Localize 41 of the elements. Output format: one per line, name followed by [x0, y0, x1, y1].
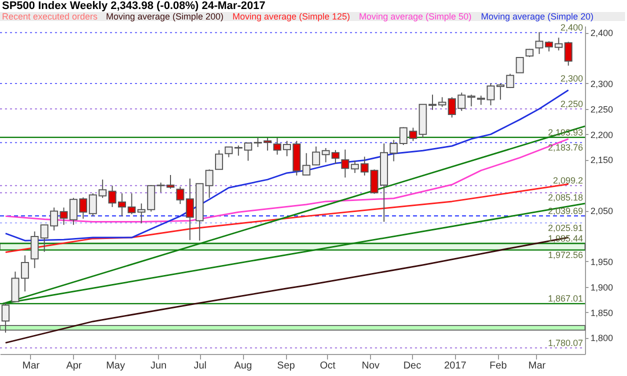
x-tick-label: Aug	[234, 360, 252, 372]
ref-line-label: 2,400	[560, 22, 583, 33]
y-tick-label: 2,200	[590, 130, 614, 140]
x-tick-label: Mar	[22, 360, 40, 372]
ref-line-label: 1,867.01	[548, 294, 583, 304]
x-tick-label: Mar	[528, 360, 546, 372]
x-tick-label: Feb	[490, 360, 508, 372]
text: Moving average (Simple 50)	[359, 12, 472, 22]
y-tick-label: 2,300	[590, 78, 614, 89]
x-tick-label: Apr	[66, 360, 82, 372]
ref-line-label: 1,780.07	[548, 338, 583, 348]
chart-title: SP500 Index Weekly 2,343.98 (-0.08%) 24-Mar-2017	[2, 0, 266, 12]
x-tick-label: May	[106, 360, 126, 372]
ref-line-label: 2,025.91	[548, 222, 583, 233]
ref-line-label: 2,250	[560, 98, 583, 109]
ref-line-label: 2,039.69	[548, 206, 583, 216]
text: Moving average (Simple 200)	[106, 12, 224, 22]
text: Recent executed orders	[2, 12, 98, 22]
y-tick-label: 2,250	[590, 104, 614, 114]
y-tick-label: 2,050	[590, 206, 614, 216]
x-tick-label: Dec	[403, 360, 422, 372]
y-tick-label: 2,150	[590, 155, 614, 166]
y-tick-label: 1,950	[590, 256, 614, 267]
x-tick-label: Sep	[277, 360, 296, 372]
text: Moving average (Simple 20)	[481, 12, 594, 22]
ref-line-label: 2,085.18	[548, 192, 583, 203]
x-tick-label: Jul	[194, 360, 207, 372]
x-tick-label: Oct	[320, 360, 336, 372]
ref-line-label: 2,183.76	[548, 142, 583, 153]
y-tick-label: 1,850	[590, 308, 614, 318]
ref-line-label: 2,099.2	[552, 176, 583, 186]
y-tick-label: 2,400	[590, 28, 614, 38]
text: Moving average (Simple 125)	[232, 12, 350, 22]
ref-line-label: 2,300	[560, 73, 583, 84]
x-tick-label: Jun	[150, 360, 167, 372]
x-tick-label: 2017	[444, 360, 467, 372]
x-tick-label: Nov	[362, 360, 380, 372]
y-tick-label: 1,800	[590, 333, 614, 344]
ref-line-label: 1,972.56	[548, 250, 583, 260]
y-tick-label: 1,900	[590, 282, 614, 292]
ref-line-label: 1,985.44	[548, 233, 583, 244]
